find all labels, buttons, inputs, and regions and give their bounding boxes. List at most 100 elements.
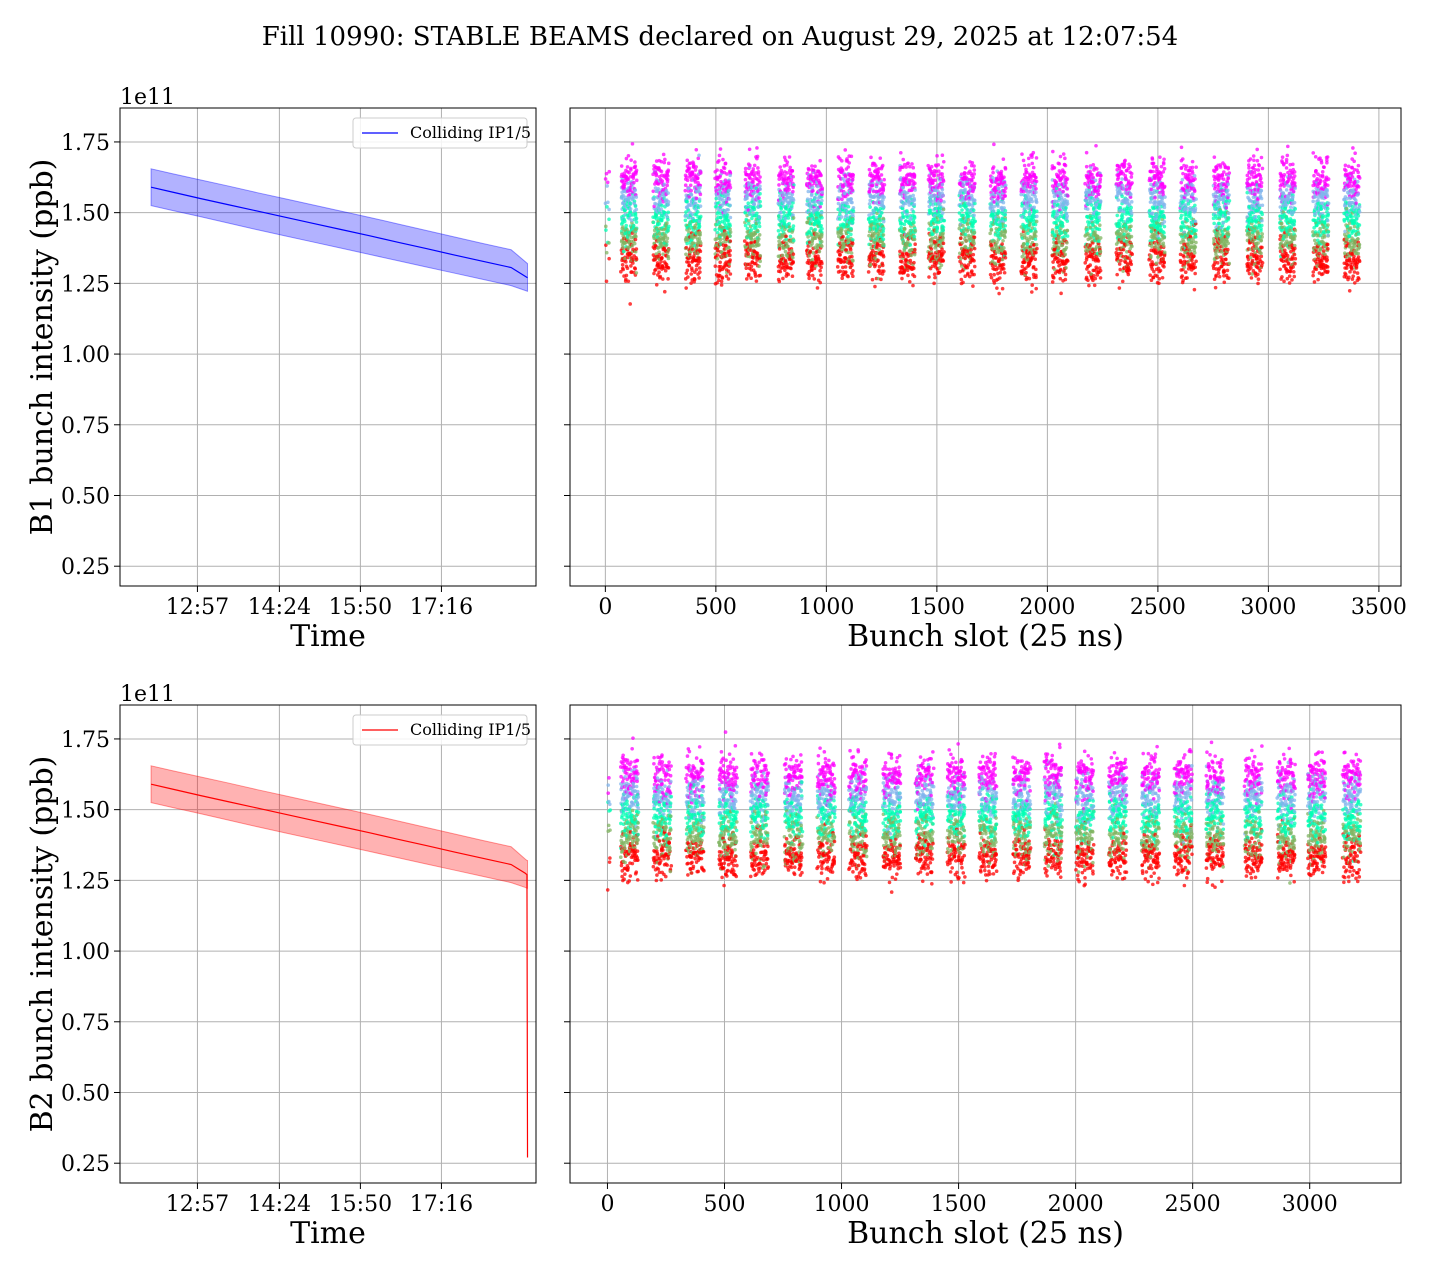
bunch-point [850,241,855,246]
bunch-point [963,166,968,170]
bunch-point [850,254,854,259]
bunch-point [1026,231,1030,236]
bunch-point [659,207,664,212]
y-tick-label: 1.25 [61,272,110,297]
bunch-point [935,227,940,231]
bunch-point [1098,180,1102,184]
bunch-point [1027,223,1032,227]
bunch-point [661,152,666,157]
bunch-point [960,240,965,245]
bunch-point [881,226,886,231]
bunch-point [819,201,824,206]
bunch-point [757,215,762,219]
bunch-point [718,264,723,269]
bunch-point [785,160,790,164]
bunch-point [1091,163,1096,167]
bunch-point [776,228,781,233]
bunch-point [604,279,609,284]
bunch-point [940,174,945,179]
bunch-point [1099,173,1103,178]
bunch-point [634,271,639,275]
bunch-point [996,186,1001,191]
bunch-point [1031,165,1036,170]
bunch-point [810,257,815,262]
bunch-point [843,148,848,152]
bunch-point [784,234,788,239]
bunch-point [1062,170,1067,175]
bunch-point [1050,280,1055,284]
bunch-point [1029,177,1033,181]
bunch-point [1034,286,1039,291]
bunch-point [941,236,946,240]
bunch-point [1098,249,1103,254]
bunch-point [809,193,814,198]
bunch-point [689,281,693,285]
bunch-point [688,183,693,188]
bunch-point [660,277,665,281]
bunch-point [665,240,669,244]
bunch-point [941,225,946,230]
bunch-point [880,211,884,215]
bunch-point [698,170,703,174]
bunch-point [624,260,628,264]
bunch-point [881,188,885,193]
bunch-point [687,166,692,170]
bunch-point [1034,242,1039,247]
bunch-point [690,268,694,273]
bunch-point [972,168,977,172]
bunch-point [666,202,671,207]
bunch-point [989,242,994,247]
bunch-point [1034,230,1038,234]
bunch-point [818,204,823,209]
bunch-point [626,279,631,284]
bunch-point [725,172,729,176]
bunch-point [686,275,690,279]
bunch-point [666,256,671,261]
bunch-point [999,169,1004,174]
bunch-point [656,246,660,250]
bunch-point [659,218,664,223]
bunch-point [912,234,917,239]
bunch-point [1051,149,1055,154]
bunch-point [623,219,627,224]
bunch-point [605,205,609,209]
bunch-point [665,236,670,241]
bunch-point [941,179,946,183]
bunch-point [621,267,625,272]
bunch-point [743,223,748,228]
bunch-point [718,190,722,194]
bunch-point [851,274,855,279]
bunch-point [1090,172,1094,177]
bunch-point [746,208,751,212]
bunch-point [621,249,626,254]
bunch-point [684,271,689,275]
bunch-point [1096,259,1101,263]
bunch-point [810,164,814,168]
bunch-point [717,158,721,163]
bunch-point [1002,175,1006,180]
bunch-point [899,150,903,155]
bunch-point [698,214,703,219]
bunch-point [1002,246,1006,250]
bunch-point [1065,214,1069,218]
bunch-point [820,215,824,220]
bunch-point [604,243,608,247]
bunch-point [970,269,974,273]
bunch-point [625,266,630,271]
bunch-point [843,265,848,269]
bunch-point [657,262,662,267]
bunch-point [904,165,909,169]
bunch-point [940,165,944,170]
bunch-point [911,193,915,198]
bunch-point [658,274,663,279]
bunch-point [971,175,975,180]
bunch-point [787,221,792,226]
bunch-point [941,159,946,164]
bunch-point [847,161,851,165]
bunch-point [629,218,634,223]
bunch-point [631,176,636,180]
bunch-point [746,221,751,226]
bunch-point [779,168,784,173]
y-tick-label: 1.50 [61,202,110,227]
bunch-point [835,265,840,269]
